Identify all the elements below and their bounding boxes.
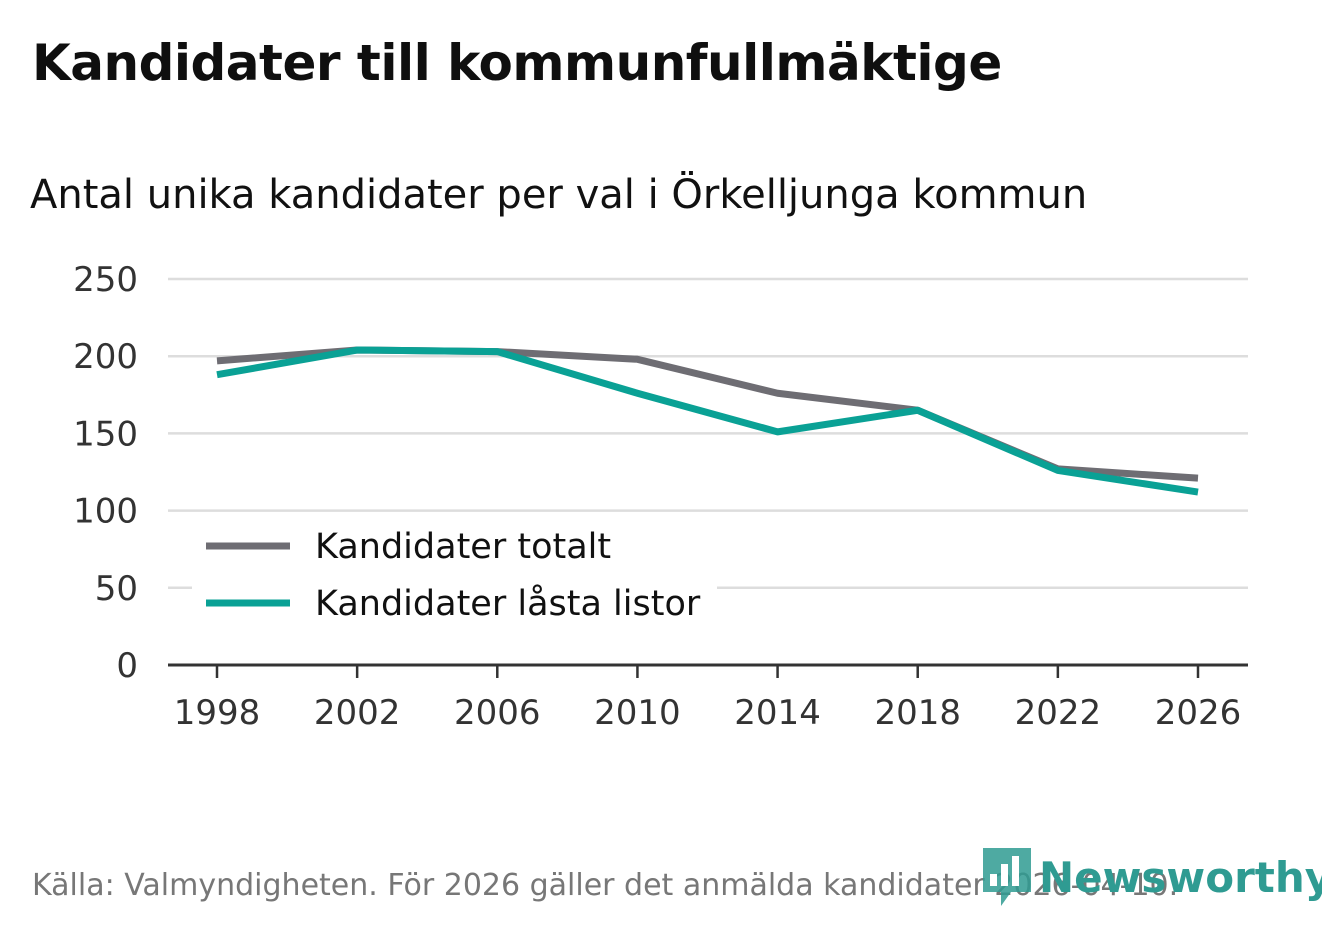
x-tick-label: 2026 <box>1155 693 1242 733</box>
legend-label-1: Kandidater totalt <box>315 527 611 567</box>
y-axis-tick-labels: 0 50 100 150 200 250 <box>73 260 138 686</box>
y-tick-label: 100 <box>73 492 138 532</box>
chart-title: Kandidater till kommunfullmäktige <box>32 34 1002 92</box>
x-tick-label: 2022 <box>1015 693 1102 733</box>
y-tick-label: 150 <box>73 414 138 454</box>
y-tick-label: 0 <box>116 646 138 686</box>
legend-label-2: Kandidater låsta listor <box>315 583 701 624</box>
x-tick-label: 2006 <box>454 693 541 733</box>
x-tick-label: 2014 <box>734 693 821 733</box>
y-tick-label: 250 <box>73 260 138 300</box>
x-tick-label: 2010 <box>594 693 681 733</box>
x-tick-label: 2018 <box>874 693 961 733</box>
brand-logo: Newsworthy <box>981 846 1322 908</box>
y-tick-label: 200 <box>73 337 138 377</box>
series-line-2 <box>216 346 1199 496</box>
series-lines <box>216 346 1199 496</box>
x-tick-label: 1998 <box>174 693 261 733</box>
chart-subtitle: Antal unika kandidater per val i Örkellj… <box>30 172 1088 218</box>
legend-background <box>192 514 717 634</box>
bar-chart-speech-icon <box>983 848 1031 906</box>
x-tick-label: 2002 <box>314 693 401 733</box>
y-tick-label: 50 <box>95 569 138 609</box>
x-axis: 1998 2002 2006 2010 2014 2018 2022 2026 <box>168 663 1248 733</box>
brand-name: Newsworthy <box>1039 852 1322 902</box>
legend: Kandidater totalt Kandidater låsta listor <box>192 514 717 634</box>
